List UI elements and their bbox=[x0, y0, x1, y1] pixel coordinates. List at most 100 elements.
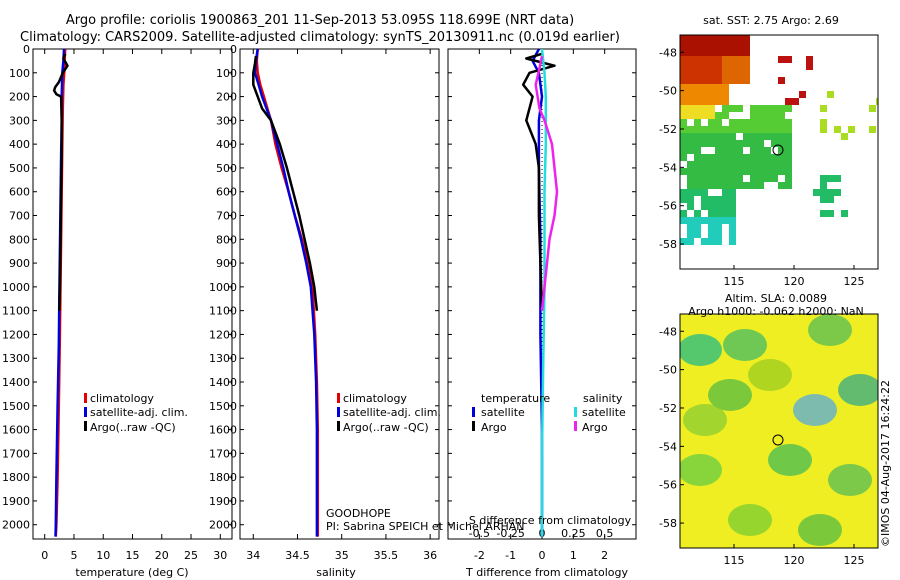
sst-cell bbox=[736, 140, 743, 147]
sst-cell bbox=[694, 77, 701, 84]
difference-legend: temperature salinity satellite Argo sate… bbox=[472, 392, 626, 434]
sst-cell bbox=[715, 168, 722, 175]
sst-cell bbox=[687, 84, 694, 91]
x-tick-label: 34.5 bbox=[285, 549, 310, 562]
y-tick-label: 300 bbox=[9, 114, 30, 127]
sst-cell bbox=[799, 91, 806, 98]
sst-cell bbox=[708, 161, 715, 168]
legend-swatch-s-argo bbox=[574, 421, 577, 431]
y-tick-label: 1900 bbox=[2, 495, 30, 508]
sst-cell bbox=[778, 112, 785, 119]
sst-cell bbox=[687, 189, 694, 196]
map-x-tick-label: 115 bbox=[724, 554, 745, 567]
sst-cell bbox=[785, 161, 792, 168]
sst-cell bbox=[778, 140, 785, 147]
sst-cell bbox=[771, 112, 778, 119]
sst-cell bbox=[757, 105, 764, 112]
sst-cell bbox=[715, 210, 722, 217]
y-tick-label: 200 bbox=[216, 91, 237, 104]
sst-cell bbox=[813, 189, 820, 196]
sst-cell bbox=[701, 217, 708, 224]
sst-cell bbox=[736, 154, 743, 161]
sst-cell bbox=[757, 175, 764, 182]
sst-cell bbox=[771, 133, 778, 140]
sst-cell bbox=[701, 175, 708, 182]
sst-cell bbox=[722, 175, 729, 182]
sst-cell bbox=[736, 77, 743, 84]
sst-cell bbox=[806, 56, 813, 63]
chart-title-line1: Argo profile: coriolis 1900863_201 11-Se… bbox=[65, 13, 575, 28]
sst-cell bbox=[701, 84, 708, 91]
legend-swatch-climatology bbox=[84, 393, 87, 403]
argo-raw-qc-line bbox=[252, 55, 319, 311]
sst-cell bbox=[785, 56, 792, 63]
sst-cell bbox=[750, 126, 757, 133]
sst-cell bbox=[743, 126, 750, 133]
sst-cell bbox=[722, 63, 729, 70]
sst-cell bbox=[687, 182, 694, 189]
legend-label-t-satellite: satellite bbox=[481, 406, 525, 419]
map-y-tick-label: -58 bbox=[659, 517, 677, 530]
sst-cell bbox=[687, 63, 694, 70]
y-tick-label: 1200 bbox=[2, 328, 30, 341]
sst-cell bbox=[708, 154, 715, 161]
temperature-xlabel: temperature (deg C) bbox=[75, 566, 188, 579]
sst-cell bbox=[834, 189, 841, 196]
sst-cell bbox=[848, 126, 855, 133]
map-y-tick-label: -54 bbox=[659, 161, 677, 174]
y-tick-label: 1500 bbox=[209, 400, 237, 413]
sst-cell bbox=[680, 147, 687, 154]
sst-cell bbox=[701, 189, 708, 196]
map-y-tick-label: -50 bbox=[659, 364, 677, 377]
sst-cell bbox=[722, 203, 729, 210]
sst-cell bbox=[694, 133, 701, 140]
sst-cell bbox=[694, 161, 701, 168]
legend-swatch-satellite bbox=[337, 407, 340, 417]
sst-cell bbox=[687, 56, 694, 63]
sst-cell bbox=[736, 49, 743, 56]
sst-cell bbox=[736, 119, 743, 126]
sst-cell bbox=[687, 161, 694, 168]
sla-blob bbox=[828, 464, 872, 496]
sst-cell bbox=[708, 224, 715, 231]
sst-cell bbox=[715, 63, 722, 70]
map-y-tick-label: -48 bbox=[659, 46, 677, 59]
sst-cell bbox=[708, 210, 715, 217]
sst-cell bbox=[757, 140, 764, 147]
sst-cell bbox=[708, 42, 715, 49]
sst-cell bbox=[834, 126, 841, 133]
sst-cell bbox=[687, 224, 694, 231]
sst-cell bbox=[736, 56, 743, 63]
x-tick-label: 34 bbox=[246, 549, 260, 562]
sla-blob bbox=[798, 514, 842, 546]
sst-cell bbox=[680, 217, 687, 224]
legend-title-salinity: salinity bbox=[583, 392, 623, 405]
salinity-argo-line bbox=[534, 55, 559, 311]
sst-cell bbox=[701, 112, 708, 119]
salinity-series bbox=[252, 49, 320, 537]
sst-cell bbox=[708, 196, 715, 203]
salinity-satellite-line bbox=[540, 49, 548, 537]
sst-cell bbox=[701, 238, 708, 245]
salinity-xlabel: salinity bbox=[316, 566, 356, 579]
sst-cell bbox=[680, 196, 687, 203]
sst-cell bbox=[715, 217, 722, 224]
sst-cell bbox=[757, 126, 764, 133]
sst-cell bbox=[715, 161, 722, 168]
sst-cell bbox=[736, 105, 743, 112]
sst-cell bbox=[708, 140, 715, 147]
sst-cell bbox=[701, 196, 708, 203]
sst-cell bbox=[715, 175, 722, 182]
sst-cell bbox=[694, 175, 701, 182]
sst-cell bbox=[729, 140, 736, 147]
y-tick-label: 1500 bbox=[2, 400, 30, 413]
sst-cell bbox=[694, 56, 701, 63]
sst-cell bbox=[687, 112, 694, 119]
sst-cell bbox=[771, 126, 778, 133]
sst-cell bbox=[729, 210, 736, 217]
sst-cell bbox=[715, 84, 722, 91]
sst-cell bbox=[729, 175, 736, 182]
sst-cell bbox=[743, 168, 750, 175]
sst-cell bbox=[680, 63, 687, 70]
